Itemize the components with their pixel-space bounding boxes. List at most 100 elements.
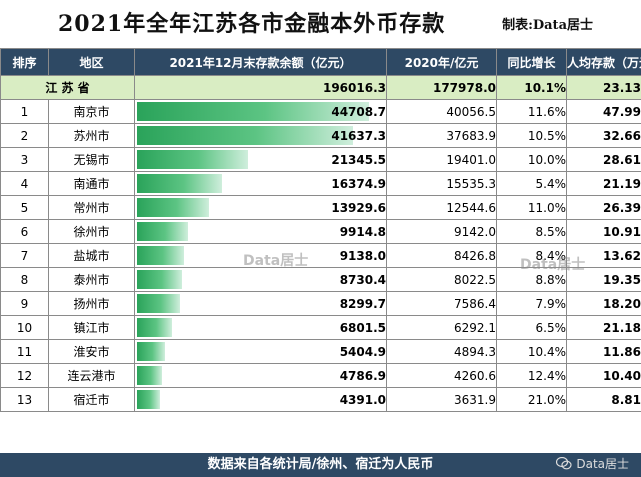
growth-cell: 11.0%: [496, 195, 567, 220]
deposit-bar: [137, 342, 165, 361]
city-cell: 泰州市: [48, 267, 135, 292]
table-row: 13 宿迁市 4391.0 3631.9 21.0% 8.81: [0, 387, 641, 412]
deposit-bar: [137, 150, 248, 169]
city-cell: 苏州市: [48, 123, 135, 148]
header-growth: 同比增长: [496, 48, 567, 76]
province-growth: 10.1%: [496, 75, 567, 100]
growth-cell: 6.5%: [496, 315, 567, 340]
rank-cell: 11: [0, 339, 49, 364]
deposit-bar: [137, 126, 353, 145]
deposit-2020-cell: 3631.9: [386, 387, 497, 412]
deposit-table: 排序 地区 2021年12月末存款余额（亿元） 2020年/亿元 同比增长 人均…: [0, 48, 641, 412]
city-cell: 镇江市: [48, 315, 135, 340]
title-bar: 2021年全年江苏各市金融本外币存款 制表:Data居士: [0, 0, 641, 47]
city-cell: 南京市: [48, 99, 135, 124]
per-capita-cell: 11.86: [566, 339, 641, 364]
table-header-row: 排序 地区 2021年12月末存款余额（亿元） 2020年/亿元 同比增长 人均…: [0, 48, 641, 76]
growth-cell: 7.9%: [496, 291, 567, 316]
deposit-2021-value: 41637.3: [331, 128, 386, 143]
deposit-bar: [137, 366, 162, 385]
deposit-2020-cell: 40056.5: [386, 99, 497, 124]
header-deposit-2021: 2021年12月末存款余额（亿元）: [134, 48, 387, 76]
province-deposit-2020: 177978.0: [386, 75, 497, 100]
deposit-2021-value: 8730.4: [339, 272, 386, 287]
deposit-bar: [137, 174, 222, 193]
per-capita-cell: 13.62: [566, 243, 641, 268]
deposit-2021-cell: 44708.7: [134, 99, 387, 124]
footer-note: 数据来自各统计局/徐州、宿迁为人民币: [0, 453, 641, 477]
growth-cell: 10.4%: [496, 339, 567, 364]
table-row: 12 连云港市 4786.9 4260.6 12.4% 10.40: [0, 363, 641, 388]
rank-cell: 9: [0, 291, 49, 316]
deposit-2021-cell: 6801.5: [134, 315, 387, 340]
deposit-2021-cell: 8299.7: [134, 291, 387, 316]
deposit-2020-cell: 9142.0: [386, 219, 497, 244]
deposit-2021-cell: 41637.3: [134, 123, 387, 148]
deposit-2021-value: 9914.8: [339, 224, 386, 239]
watermark-text: Data居士: [520, 257, 586, 273]
growth-cell: 12.4%: [496, 363, 567, 388]
growth-cell: 21.0%: [496, 387, 567, 412]
city-cell: 扬州市: [48, 291, 135, 316]
deposit-2021-cell: 16374.9: [134, 171, 387, 196]
rank-cell: 8: [0, 267, 49, 292]
growth-cell: 10.5%: [496, 123, 567, 148]
table-row: 4 南通市 16374.9 15535.3 5.4% 21.19: [0, 171, 641, 196]
growth-cell: 8.4%: [496, 243, 567, 268]
deposit-bar: [137, 222, 188, 241]
deposit-2021-value: 21345.5: [331, 152, 386, 167]
table-row: 5 常州市 13929.6 12544.6 11.0% 26.39: [0, 195, 641, 220]
table-row: 2 苏州市 41637.3 37683.9 10.5% 32.66: [0, 123, 641, 148]
deposit-2020-cell: 8426.8: [386, 243, 497, 268]
deposit-2021-cell: 13929.6: [134, 195, 387, 220]
table-row: 1 南京市 44708.7 40056.5 11.6% 47.99: [0, 99, 641, 124]
deposit-2021-value: 5404.9: [339, 344, 386, 359]
deposit-2020-cell: 6292.1: [386, 315, 497, 340]
deposit-2021-cell: 9914.8: [134, 219, 387, 244]
rank-cell: 7: [0, 243, 49, 268]
deposit-2020-cell: 4894.3: [386, 339, 497, 364]
deposit-2021-value: 16374.9: [331, 176, 386, 191]
header-rank: 排序: [0, 48, 49, 76]
rank-cell: 3: [0, 147, 49, 172]
province-name: 江 苏 省: [0, 75, 135, 100]
deposit-2021-value: 4391.0: [339, 392, 386, 407]
table-row: 9 扬州市 8299.7 7586.4 7.9% 18.20: [0, 291, 641, 316]
city-cell: 常州市: [48, 195, 135, 220]
per-capita-cell: 21.19: [566, 171, 641, 196]
deposit-2020-cell: 8022.5: [386, 267, 497, 292]
deposit-2021-value: 9138.0: [339, 248, 386, 263]
per-capita-cell: 19.35: [566, 267, 641, 292]
maker-label: 制表:Data居士: [502, 18, 593, 33]
per-capita-cell: 18.20: [566, 291, 641, 316]
city-cell: 盐城市: [48, 243, 135, 268]
rank-cell: 12: [0, 363, 49, 388]
growth-cell: 5.4%: [496, 171, 567, 196]
table-row: 6 徐州市 9914.8 9142.0 8.5% 10.91: [0, 219, 641, 244]
growth-cell: 11.6%: [496, 99, 567, 124]
per-capita-cell: 26.39: [566, 195, 641, 220]
per-capita-cell: 10.40: [566, 363, 641, 388]
wechat-icon: [556, 457, 572, 470]
deposit-bar: [137, 390, 160, 409]
deposit-2020-cell: 7586.4: [386, 291, 497, 316]
wechat-label: Data居士: [576, 457, 629, 471]
table-row: 7 盐城市 9138.0 8426.8 8.4% 13.62: [0, 243, 641, 268]
deposit-bar: [137, 318, 172, 337]
per-capita-cell: 47.99: [566, 99, 641, 124]
rank-cell: 10: [0, 315, 49, 340]
deposit-2020-cell: 37683.9: [386, 123, 497, 148]
deposit-2021-value: 13929.6: [331, 200, 386, 215]
deposit-2021-cell: 5404.9: [134, 339, 387, 364]
province-row: 江 苏 省 196016.3 177978.0 10.1% 23.13: [0, 75, 641, 100]
rank-cell: 2: [0, 123, 49, 148]
province-deposit-2021: 196016.3: [134, 75, 387, 100]
deposit-bar: [137, 102, 369, 121]
per-capita-cell: 10.91: [566, 219, 641, 244]
per-capita-cell: 21.18: [566, 315, 641, 340]
per-capita-cell: 32.66: [566, 123, 641, 148]
growth-cell: 8.5%: [496, 219, 567, 244]
deposit-bar: [137, 294, 180, 313]
watermark-text: Data居士: [243, 253, 309, 269]
